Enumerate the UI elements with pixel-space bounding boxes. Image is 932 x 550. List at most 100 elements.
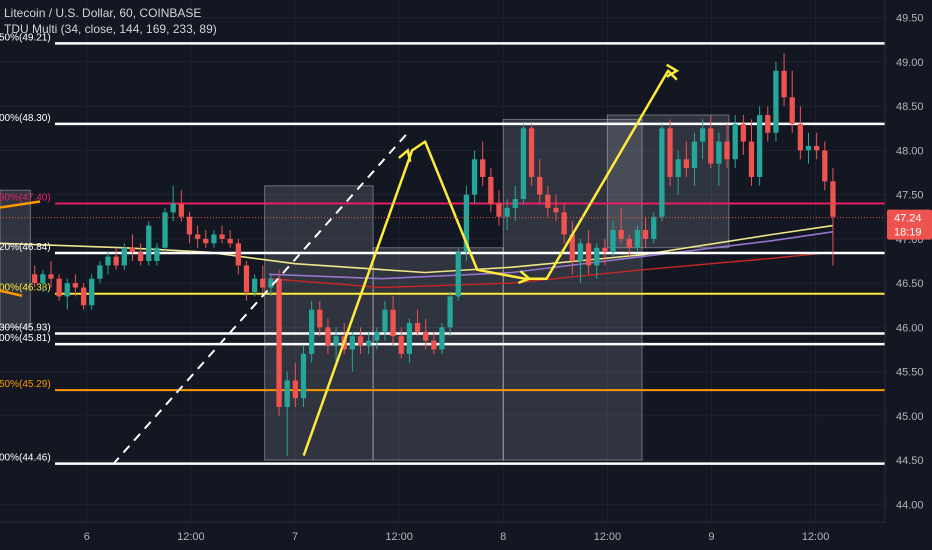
candle-body xyxy=(48,274,54,279)
last-price-tag xyxy=(887,209,932,240)
candle-body xyxy=(105,256,111,266)
session-box xyxy=(502,118,643,461)
candle-body xyxy=(137,252,144,261)
price-tick-label: 45.50 xyxy=(896,367,924,379)
last-price-label: 47.24 xyxy=(894,213,922,225)
candle-body xyxy=(488,176,494,204)
candle-body xyxy=(390,309,396,337)
candle-body xyxy=(577,243,584,261)
ema-purple-line xyxy=(268,231,834,280)
candle-body xyxy=(178,203,184,217)
zigzag-arrow-path xyxy=(302,69,678,457)
price-tick-label: 44.00 xyxy=(896,499,924,511)
candle-body xyxy=(349,336,356,350)
dashed-trendline xyxy=(112,132,409,466)
candle-body xyxy=(447,296,453,328)
price-tick-label: 46.00 xyxy=(896,322,924,334)
left-orange-mark xyxy=(0,289,23,297)
candle-body xyxy=(528,128,535,177)
candle-body xyxy=(382,309,388,332)
candle-body xyxy=(243,265,250,292)
price-tick-label: 49.00 xyxy=(896,57,924,69)
candle-body xyxy=(634,230,641,248)
fib-level-label: 00%(46.38) xyxy=(0,283,51,294)
candle-body xyxy=(765,115,771,133)
fib-level-label: 50%(45.29) xyxy=(0,379,51,390)
fib-level-label: 30%(45.93) xyxy=(0,323,51,334)
candle-body xyxy=(814,145,820,151)
time-tick-label: 12:00 xyxy=(177,531,205,543)
indicator-legend[interactable]: TDU Multi (34, close, 144, 169, 233, 89) xyxy=(4,22,217,36)
candle-body xyxy=(545,194,551,208)
candle-body xyxy=(463,194,470,253)
candle-body xyxy=(72,283,79,288)
candle-body xyxy=(170,203,176,213)
candle-body xyxy=(64,283,70,297)
time-tick-label: 9 xyxy=(708,531,714,543)
candle-body xyxy=(602,247,608,253)
candle-body xyxy=(194,234,201,239)
candle-body xyxy=(471,159,478,195)
candle-body xyxy=(211,234,217,244)
candle-body xyxy=(40,274,46,284)
candle-body xyxy=(480,159,486,177)
candle-body xyxy=(699,128,706,142)
candle-body xyxy=(626,238,632,248)
price-tick-label: 48.50 xyxy=(896,101,924,113)
candle-body xyxy=(374,331,380,341)
candle-body xyxy=(398,336,404,354)
candle-body xyxy=(300,353,307,399)
time-tick-label: 6 xyxy=(84,531,90,543)
candle-body xyxy=(496,203,502,217)
candle-body xyxy=(553,207,559,213)
candle-body xyxy=(203,238,209,244)
time-tick-label: 12:00 xyxy=(594,531,622,543)
candle-body xyxy=(520,128,527,200)
candle-body xyxy=(610,230,616,253)
candle-body xyxy=(89,278,95,306)
time-tick-label: 7 xyxy=(292,531,298,543)
session-box xyxy=(372,247,504,461)
candle-body xyxy=(789,97,795,124)
candle-body xyxy=(333,336,339,346)
candle-body xyxy=(162,212,168,248)
candle-body xyxy=(32,274,38,284)
candle-body xyxy=(80,287,87,306)
arrow-head xyxy=(517,270,532,285)
time-tick-label: 12:00 xyxy=(802,531,830,543)
candle-body xyxy=(691,141,698,169)
candle-body xyxy=(561,212,567,235)
candle-body xyxy=(366,340,372,346)
candle-body xyxy=(822,150,828,182)
candle-body xyxy=(830,181,836,217)
arrow-head xyxy=(398,148,412,163)
candle-body xyxy=(748,141,755,177)
candle-body xyxy=(569,234,575,261)
candle-body xyxy=(455,252,461,297)
time-axis[interactable]: 6 12:00 7 12:00 8 12:00 9 12:00 xyxy=(0,521,932,550)
candle-body xyxy=(805,145,812,151)
candle-body xyxy=(129,247,136,253)
candle-body xyxy=(146,225,152,261)
candle-body xyxy=(308,309,315,354)
price-tick-label: 49.50 xyxy=(896,13,924,25)
candle-body xyxy=(121,247,127,266)
candle-body xyxy=(667,128,673,177)
candle-body xyxy=(56,278,62,297)
candle-body xyxy=(537,176,543,195)
price-tick-label: 48.00 xyxy=(896,145,924,157)
candle-body xyxy=(585,243,592,266)
chart-title: Litecoin / U.S. Dollar, 60, COINBASE xyxy=(4,6,202,20)
left-orange-mark xyxy=(0,200,41,209)
candle-body xyxy=(219,234,225,239)
candle-body xyxy=(651,216,657,239)
fib-level-label: 00%(45.81) xyxy=(0,333,51,344)
arrow-head xyxy=(666,63,680,78)
trend-drawings xyxy=(0,63,680,466)
candle-body xyxy=(406,322,413,354)
fib-level-label: 00%(44.46) xyxy=(0,453,51,464)
price-axis-bg xyxy=(885,0,932,550)
candle-body xyxy=(618,230,624,239)
